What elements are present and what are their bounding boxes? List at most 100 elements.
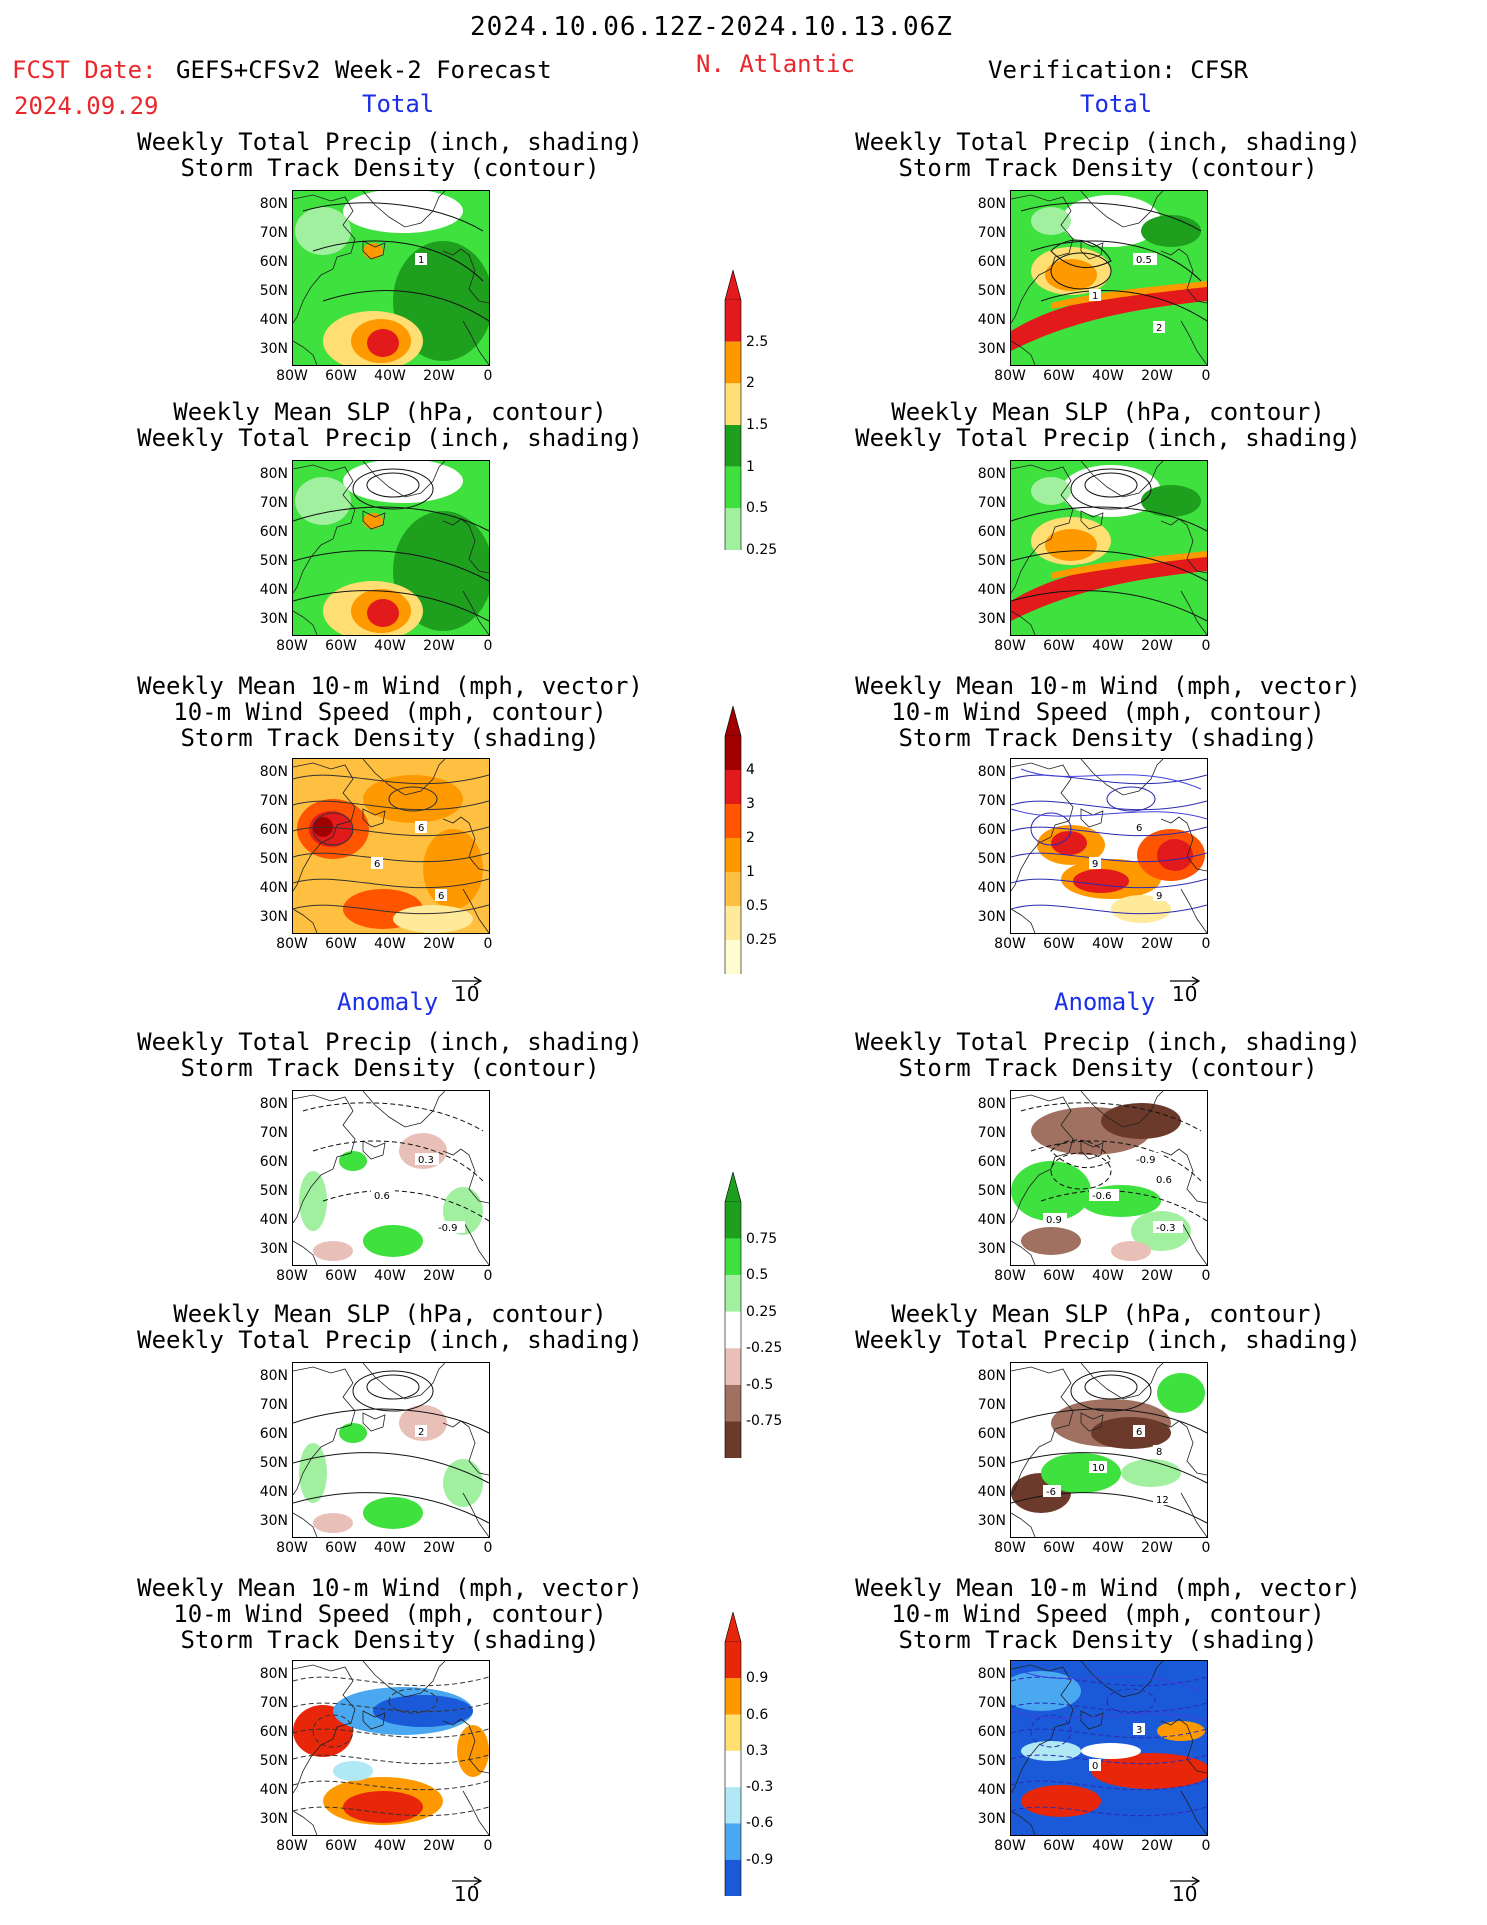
lon-tick-label: 20W — [1141, 638, 1173, 654]
lat-tick-label: 80N — [259, 196, 288, 212]
map-canvas — [293, 461, 489, 635]
lat-tick-label: 70N — [977, 1125, 1006, 1141]
contour-label: 0.6 — [374, 1191, 390, 1202]
lon-tick-label: 0 — [1201, 1540, 1211, 1556]
lat-tick-label: 60N — [259, 254, 288, 270]
lon-tick-label: 0 — [483, 1838, 493, 1854]
lat-tick-label: 70N — [259, 1397, 288, 1413]
lat-tick-label: 80N — [259, 1368, 288, 1384]
lon-tick-label: 20W — [423, 638, 455, 654]
lon-tick-label: 60W — [325, 368, 357, 384]
lat-tick-label: 50N — [259, 851, 288, 867]
contour-label: 9 — [1092, 859, 1098, 870]
map-canvas: 30 — [1011, 1661, 1207, 1835]
contour-label: -0.3 — [1156, 1223, 1176, 1234]
panel-title-line: Storm Track Density (shading) — [898, 724, 1318, 752]
lat-tick-label: 60N — [977, 1724, 1006, 1740]
panel-title-line: 10-m Wind Speed (mph, contour) — [173, 698, 607, 726]
panel-title-line: Weekly Total Precip (inch, shading) — [855, 128, 1361, 156]
lat-tick-label: 30N — [259, 1241, 288, 1257]
lat-tick-label: 40N — [977, 1212, 1006, 1228]
lat-tick-label: 40N — [259, 1212, 288, 1228]
section-anomaly-right: Anomaly — [1054, 988, 1156, 1016]
panel-title-line: Weekly Total Precip (inch, shading) — [137, 1326, 643, 1354]
contour-label: -0.9 — [1136, 1155, 1156, 1166]
lon-tick-label: 20W — [1141, 1838, 1173, 1854]
map-panel-fc-anom-precip_track: 0.3 0.6 -0.9 — [292, 1090, 490, 1266]
lon-tick-label: 80W — [994, 638, 1026, 654]
lat-tick-label: 30N — [977, 1513, 1006, 1529]
lat-tick-label: 40N — [977, 312, 1006, 328]
lat-tick-label: 50N — [259, 1455, 288, 1471]
lat-tick-label: 40N — [259, 582, 288, 598]
lon-tick-label: 40W — [1092, 368, 1124, 384]
lat-tick-label: 50N — [977, 1753, 1006, 1769]
panel-title-line: Storm Track Density (contour) — [180, 154, 600, 182]
panel-title-line: Weekly Mean 10-m Wind (mph, vector) — [137, 672, 643, 700]
lat-tick-label: 60N — [977, 822, 1006, 838]
panel-title-line: Weekly Mean SLP (hPa, contour) — [173, 398, 607, 426]
colorbar-tick-label: -0.9 — [746, 1852, 774, 1868]
colorbar-tick-label: -0.75 — [746, 1413, 783, 1429]
lat-tick-label: 40N — [259, 312, 288, 328]
lon-tick-label: 20W — [1141, 1540, 1173, 1556]
lat-tick-label: 50N — [259, 1753, 288, 1769]
contour-label: 0.9 — [1046, 1215, 1062, 1226]
section-total-left: Total — [362, 90, 435, 118]
lat-tick-label: 60N — [259, 524, 288, 540]
lon-tick-label: 60W — [1043, 936, 1075, 952]
lon-tick-label: 0 — [483, 368, 493, 384]
colorbar-tick-label: 3 — [746, 796, 755, 812]
lat-tick-label: 60N — [977, 1426, 1006, 1442]
lat-tick-label: 40N — [259, 1782, 288, 1798]
vector-reference-value: 10 — [454, 982, 480, 1006]
lon-tick-label: 60W — [325, 936, 357, 952]
lon-tick-label: 80W — [276, 638, 308, 654]
lon-tick-label: 60W — [325, 1268, 357, 1284]
lon-tick-label: 80W — [994, 1540, 1026, 1556]
lat-tick-label: 80N — [259, 466, 288, 482]
lat-tick-label: 70N — [259, 495, 288, 511]
contour-label: 9 — [1156, 891, 1162, 902]
lon-tick-label: 80W — [276, 1268, 308, 1284]
lat-tick-label: 70N — [977, 793, 1006, 809]
lon-tick-label: 60W — [1043, 368, 1075, 384]
colorbar-tick-label: 2.5 — [746, 334, 769, 350]
map-panel-vr-total-precip_track: 0.5 1 2 — [1010, 190, 1208, 366]
colorbar-tick-label: 0.25 — [746, 1304, 778, 1320]
panel-title-line: 10-m Wind Speed (mph, contour) — [173, 1600, 607, 1628]
fcst-date-label: FCST Date: — [12, 56, 157, 84]
panel-title-line: Weekly Mean SLP (hPa, contour) — [173, 1300, 607, 1328]
colorbar-tick-label: 1 — [746, 459, 755, 475]
lat-tick-label: 80N — [977, 1368, 1006, 1384]
lon-tick-label: 60W — [325, 1540, 357, 1556]
lon-tick-label: 80W — [276, 1540, 308, 1556]
lat-tick-label: 40N — [977, 582, 1006, 598]
lon-tick-label: 40W — [374, 1540, 406, 1556]
lat-tick-label: 40N — [977, 1782, 1006, 1798]
lat-tick-label: 30N — [977, 611, 1006, 627]
contour-label: 0.3 — [418, 1155, 434, 1166]
colorbar-tick-label: 1 — [746, 864, 755, 880]
lat-tick-label: 80N — [977, 196, 1006, 212]
vector-reference-arrow — [1170, 972, 1201, 986]
map-panel-fc-total-wind_track: 6 6 6 — [292, 758, 490, 934]
lat-tick-label: 60N — [977, 524, 1006, 540]
lat-tick-label: 30N — [977, 341, 1006, 357]
lat-tick-label: 70N — [259, 1125, 288, 1141]
map-panel-fc-total-slp_precip — [292, 460, 490, 636]
lat-tick-label: 60N — [259, 822, 288, 838]
panel-title-line: Storm Track Density (contour) — [898, 1054, 1318, 1082]
lat-tick-label: 40N — [259, 1484, 288, 1500]
colorbar-tick-label: 2 — [746, 375, 755, 391]
colorbar-tick-label: 0.25 — [746, 932, 778, 948]
lon-tick-label: 0 — [483, 1540, 493, 1556]
panel-title-line: Storm Track Density (shading) — [180, 1626, 600, 1654]
panel-title-line: Weekly Mean SLP (hPa, contour) — [891, 398, 1325, 426]
lat-tick-label: 80N — [259, 1666, 288, 1682]
lat-tick-label: 30N — [259, 909, 288, 925]
lat-tick-label: 30N — [977, 909, 1006, 925]
lon-tick-label: 20W — [423, 368, 455, 384]
lat-tick-label: 50N — [259, 553, 288, 569]
lat-tick-label: 70N — [259, 1695, 288, 1711]
